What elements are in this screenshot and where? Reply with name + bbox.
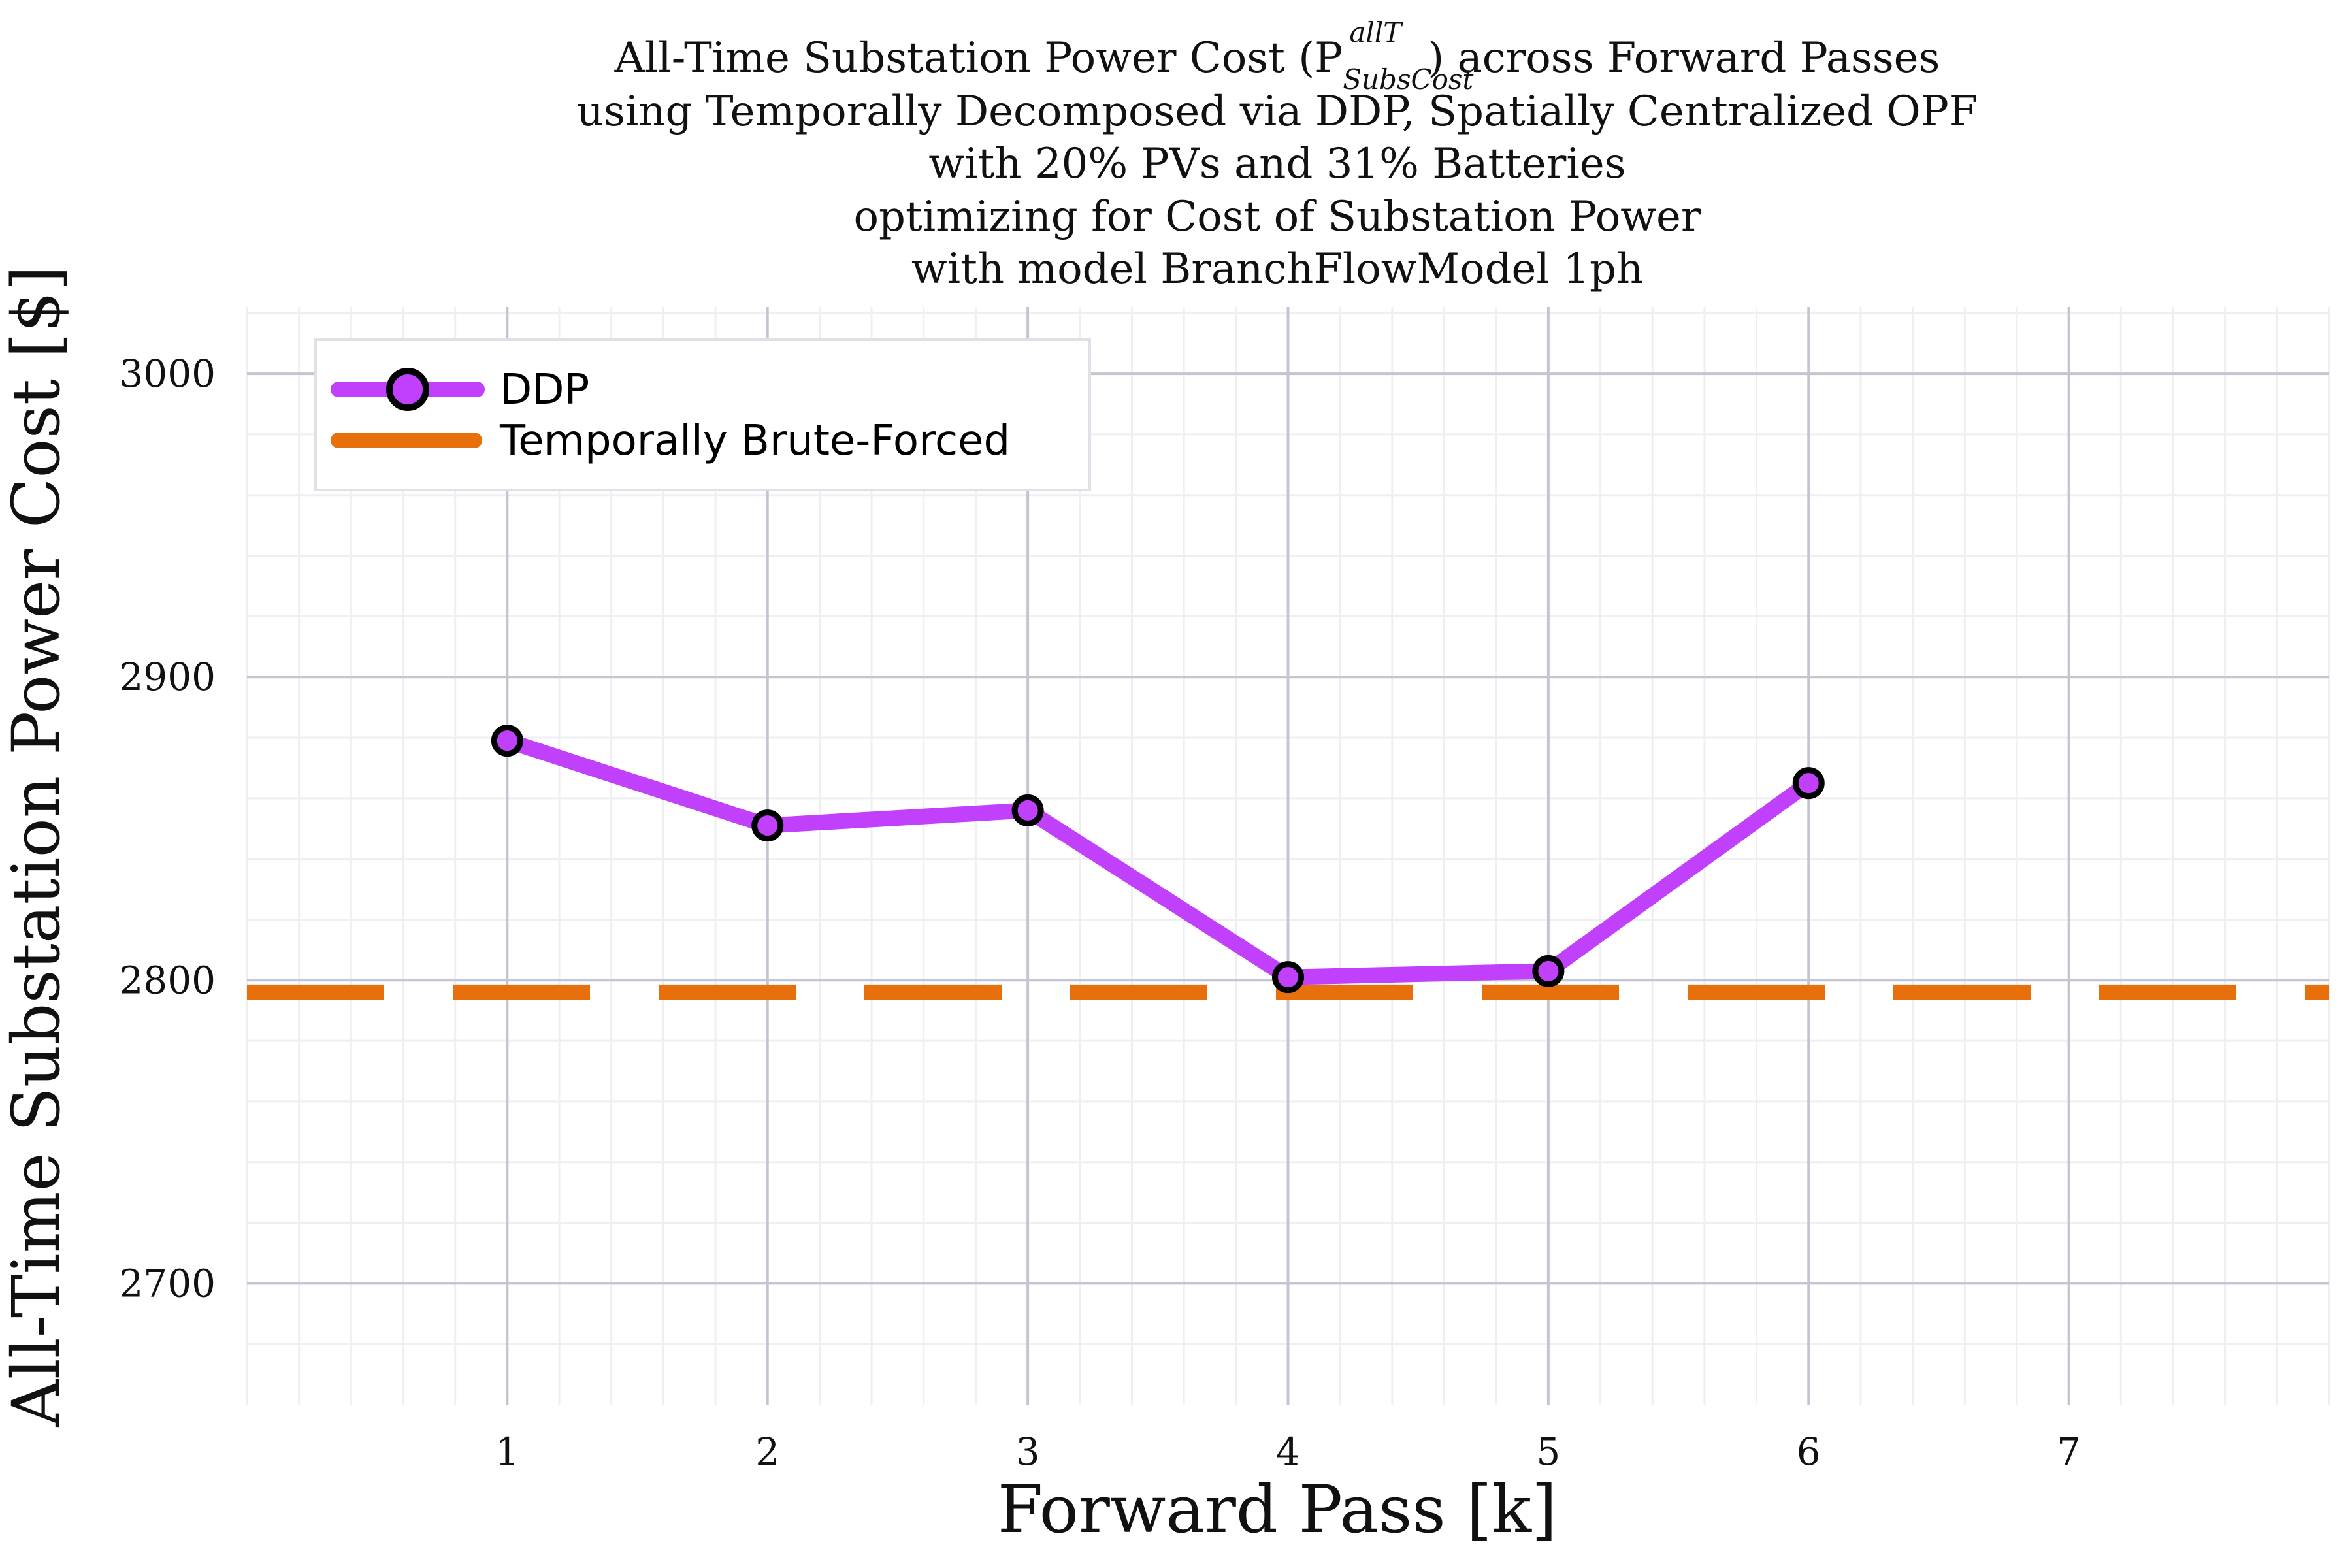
x-tick-label: 6: [1797, 1429, 1821, 1474]
title-symbol-sub: SubsCost: [1343, 63, 1473, 95]
y-tick-label: 2900: [119, 655, 216, 699]
title-line-1: All-Time Substation Power Cost (PSubsCos…: [614, 16, 1940, 95]
title-line-1-main: All-Time Substation Power Cost (P: [614, 34, 1343, 82]
ddp-markers: [491, 725, 1825, 994]
ddp-point: [1532, 955, 1565, 987]
legend-label-temporally-brute-forced: Temporally Brute-Forced: [499, 417, 1010, 465]
x-axis-label: Forward Pass [k]: [998, 1471, 1557, 1548]
title-line-2: using Temporally Decomposed via DDP, Spa…: [577, 88, 1978, 136]
legend: DDP Temporally Brute-Forced: [314, 338, 1091, 491]
chart-title: All-Time Substation Power Cost (PSubsCos…: [577, 16, 1978, 293]
y-axis-label: All-Time Substation Power Cost [$]: [0, 266, 74, 1428]
x-tick-labels: 1 2 3 4 5 6 7: [495, 1429, 2081, 1474]
x-tick-label: 1: [495, 1429, 519, 1474]
series-line-ddp: [499, 732, 1817, 985]
x-tick-label: 7: [2057, 1429, 2081, 1474]
y-tick-label: 3000: [119, 351, 216, 396]
ddp-point: [1792, 767, 1825, 800]
legend-box: [314, 338, 1091, 491]
ddp-point: [491, 725, 523, 757]
x-tick-label: 5: [1536, 1429, 1560, 1474]
x-tick-label: 3: [1016, 1429, 1040, 1474]
ddp-point: [1272, 961, 1304, 994]
y-tick-label: 2800: [119, 958, 216, 1002]
ddp-point: [1011, 794, 1044, 826]
title-symbol-sup: allT: [1349, 16, 1403, 48]
y-tick-labels: 2700 2800 2900 3000: [119, 351, 216, 1305]
title-line-5: with model BranchFlowModel 1ph: [911, 245, 1643, 293]
legend-label-ddp: DDP: [500, 366, 589, 414]
x-tick-label: 4: [1276, 1429, 1300, 1474]
legend-marker-ddp: [386, 368, 429, 411]
title-line-3: with 20% PVs and 31% Batteries: [928, 140, 1625, 188]
x-tick-label: 2: [755, 1429, 779, 1474]
y-tick-label: 2700: [119, 1261, 216, 1305]
title-symbol-suffix: ) across Forward Passes: [1428, 34, 1940, 82]
ddp-point: [751, 809, 784, 842]
title-line-4: optimizing for Cost of Substation Power: [854, 193, 1701, 241]
